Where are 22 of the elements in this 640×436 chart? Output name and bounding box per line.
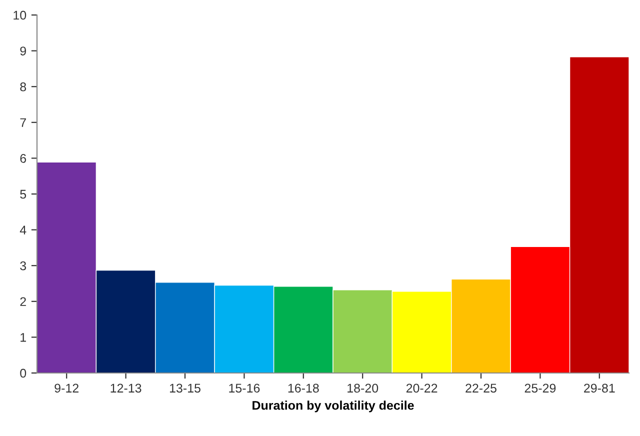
y-tick-label: 2	[20, 297, 26, 306]
y-tick-label: 7	[20, 118, 26, 127]
x-tick-label: 13-15	[170, 384, 200, 393]
y-tick-label: 0	[20, 368, 26, 378]
x-tick-label: 15-16	[229, 384, 260, 393]
x-tick-label: 29-81	[584, 384, 615, 393]
y-tick-label: 3	[20, 261, 26, 270]
x-tick-label: 22-25	[466, 384, 496, 393]
y-tick-label: 10	[14, 10, 26, 20]
x-tick-label: 16-18	[288, 384, 319, 393]
y-tick-label: 6	[20, 154, 26, 163]
y-tick-label: 5	[20, 190, 26, 199]
x-tick-label: 18-20	[348, 384, 378, 393]
x-tick-label: 9-12	[54, 384, 78, 393]
y-tick-label: 1	[20, 333, 26, 342]
x-axis-title: Duration by volatility decile	[252, 400, 414, 412]
y-tick-label: 8	[20, 82, 26, 92]
x-tick-label: 20-22	[406, 384, 438, 393]
y-tick-label: 4	[20, 226, 26, 234]
x-tick-label: 25-29	[524, 384, 556, 393]
y-tick-label: 9	[20, 46, 26, 56]
x-tick-label: 12-13	[110, 384, 142, 393]
